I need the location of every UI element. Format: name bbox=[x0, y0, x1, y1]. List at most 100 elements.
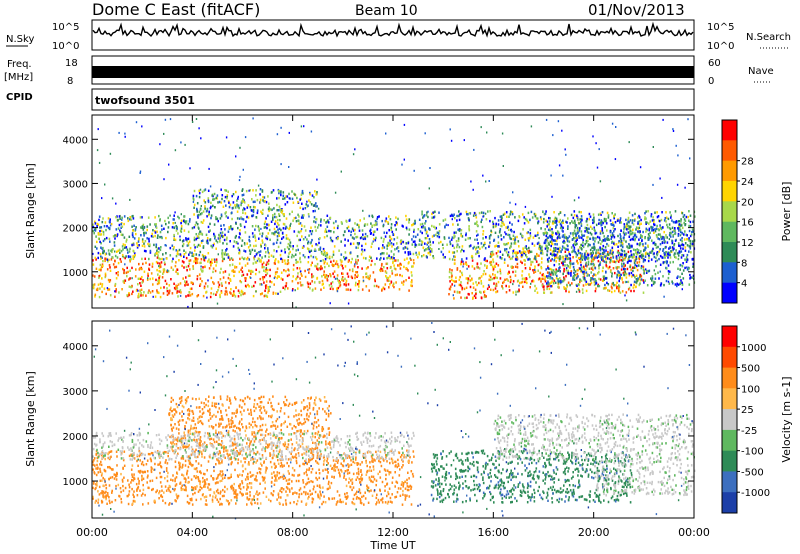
range-gate-cell bbox=[571, 250, 573, 254]
range-gate-cell bbox=[185, 222, 187, 225]
range-gate-cell bbox=[179, 294, 182, 297]
range-gate-cell bbox=[528, 275, 531, 279]
range-gate-cell bbox=[221, 231, 224, 234]
range-gate-cell bbox=[427, 215, 429, 219]
range-gate-cell bbox=[605, 254, 607, 258]
range-gate-cell bbox=[92, 274, 94, 277]
range-gate-cell bbox=[651, 277, 654, 280]
range-gate-cell bbox=[158, 492, 160, 495]
range-gate-cell bbox=[543, 241, 546, 245]
range-gate-cell bbox=[670, 249, 672, 253]
range-gate-cell bbox=[492, 268, 495, 272]
range-gate-cell bbox=[401, 224, 404, 227]
range-gate-cell bbox=[394, 268, 397, 271]
range-gate-cell bbox=[451, 269, 453, 272]
range-gate-cell bbox=[577, 283, 580, 286]
range-gate-cell bbox=[482, 174, 484, 177]
range-gate-cell bbox=[370, 256, 372, 259]
colorbar-segment bbox=[722, 262, 737, 284]
range-gate-cell bbox=[572, 234, 574, 237]
range-gate-cell bbox=[589, 243, 591, 247]
range-gate-cell bbox=[495, 282, 498, 286]
range-gate-cell bbox=[383, 246, 386, 249]
range-gate-cell bbox=[671, 219, 673, 222]
range-gate-cell bbox=[330, 282, 332, 285]
range-gate-cell bbox=[204, 207, 206, 210]
range-gate-cell bbox=[545, 268, 547, 271]
range-gate-cell bbox=[237, 226, 239, 230]
range-gate-cell bbox=[157, 273, 159, 276]
range-gate-cell bbox=[526, 256, 528, 259]
range-gate-cell bbox=[129, 260, 131, 263]
range-gate-cell bbox=[603, 249, 605, 252]
range-gate-cell bbox=[409, 252, 412, 256]
range-gate-cell bbox=[244, 292, 246, 295]
range-gate-cell bbox=[386, 262, 389, 265]
range-gate-cell bbox=[588, 274, 590, 277]
range-gate-cell bbox=[563, 276, 565, 279]
range-gate-cell bbox=[529, 266, 531, 270]
range-gate-cell bbox=[613, 242, 615, 245]
range-gate-cell bbox=[289, 244, 291, 247]
range-gate-cell bbox=[629, 227, 631, 230]
range-gate-cell bbox=[165, 236, 167, 240]
range-gate-cell bbox=[386, 267, 389, 270]
range-gate-cell bbox=[309, 201, 312, 204]
range-gate-cell bbox=[657, 237, 659, 240]
range-gate-cell bbox=[202, 210, 205, 213]
range-gate-cell bbox=[222, 235, 225, 238]
range-gate-cell bbox=[109, 466, 112, 470]
range-gate-cell bbox=[559, 218, 562, 222]
range-gate-cell bbox=[567, 281, 570, 284]
range-gate-cell bbox=[301, 189, 304, 193]
range-gate-cell bbox=[487, 284, 490, 287]
range-gate-cell bbox=[652, 216, 654, 219]
range-gate-cell bbox=[478, 267, 481, 270]
range-gate-cell bbox=[491, 254, 493, 257]
range-gate-cell bbox=[248, 461, 250, 464]
range-gate-cell bbox=[581, 248, 583, 251]
range-gate-cell bbox=[373, 284, 376, 288]
range-gate-cell bbox=[355, 261, 357, 264]
range-gate-cell bbox=[572, 244, 574, 247]
range-gate-cell bbox=[475, 252, 477, 256]
range-gate-cell bbox=[595, 287, 597, 290]
range-gate-cell bbox=[638, 243, 641, 246]
range-gate-cell bbox=[316, 257, 318, 261]
range-gate-cell bbox=[428, 187, 430, 190]
range-gate-cell bbox=[520, 281, 523, 284]
range-gate-cell bbox=[585, 261, 587, 265]
range-gate-cell bbox=[224, 293, 226, 296]
range-gate-cell bbox=[397, 250, 400, 253]
range-gate-cell bbox=[332, 272, 334, 275]
range-gate-cell bbox=[476, 283, 478, 287]
range-gate-cell bbox=[649, 236, 651, 239]
range-gate-cell bbox=[510, 265, 513, 269]
range-gate-cell bbox=[634, 275, 636, 279]
range-gate-cell bbox=[609, 270, 612, 274]
range-gate-cell bbox=[189, 218, 191, 221]
range-gate-cell bbox=[630, 232, 633, 236]
range-gate-cell bbox=[374, 219, 377, 223]
range-gate-cell bbox=[691, 240, 694, 243]
range-gate-cell bbox=[604, 238, 606, 241]
range-gate-cell bbox=[205, 233, 208, 236]
range-gate-cell bbox=[488, 235, 491, 238]
range-gate-cell bbox=[589, 215, 592, 218]
range-gate-cell bbox=[295, 276, 298, 280]
range-gate-cell bbox=[566, 221, 568, 224]
range-gate-cell bbox=[235, 190, 237, 194]
range-gate-cell bbox=[480, 279, 482, 283]
range-gate-cell bbox=[388, 229, 390, 232]
range-gate-cell bbox=[547, 267, 549, 270]
range-gate-cell bbox=[426, 243, 428, 246]
range-gate-cell bbox=[585, 239, 588, 243]
range-gate-cell bbox=[465, 262, 467, 265]
range-gate-cell bbox=[492, 253, 495, 256]
range-gate-cell bbox=[213, 197, 216, 201]
range-gate-cell bbox=[486, 131, 488, 134]
range-gate-cell bbox=[261, 241, 264, 244]
range-gate-cell bbox=[492, 222, 495, 226]
range-gate-cell bbox=[156, 252, 158, 255]
range-gate-cell bbox=[605, 277, 607, 280]
